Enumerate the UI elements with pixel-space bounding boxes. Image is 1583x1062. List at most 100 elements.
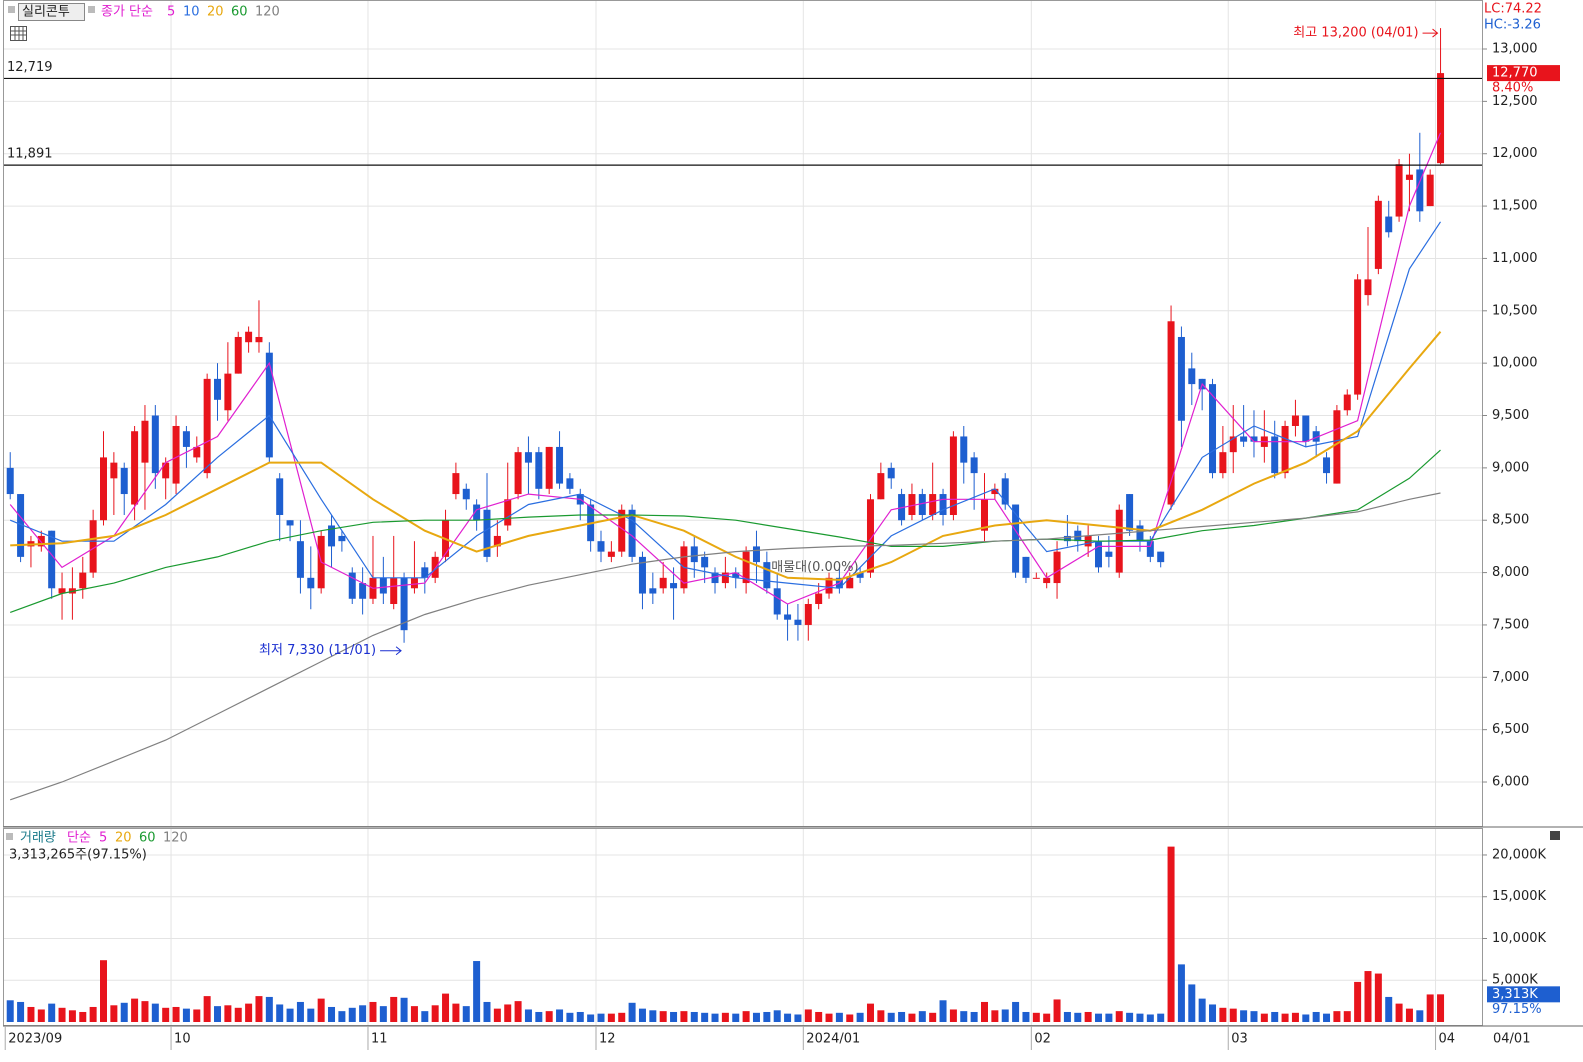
candle-body	[659, 577, 667, 589]
y-tick-label: 13,000	[1492, 42, 1538, 57]
y-tick-label: 11,000	[1492, 251, 1538, 266]
candle-body	[1354, 279, 1362, 395]
annotation: 매물대(0.00%)	[771, 560, 858, 575]
candle-body	[328, 525, 336, 547]
candle-body	[1053, 551, 1061, 584]
title: 실리콘투	[22, 5, 70, 20]
volume-bar	[1177, 964, 1185, 1022]
volume-bar	[949, 1009, 957, 1022]
volume-bar	[835, 1012, 843, 1022]
candle-body	[1364, 279, 1372, 296]
legend-entry: 20	[207, 5, 224, 20]
reference-label: 11,891	[7, 147, 53, 162]
volume-bar	[162, 1007, 170, 1022]
candle-body	[1105, 551, 1113, 557]
volume-bar	[328, 1006, 336, 1022]
volume-bar	[27, 1006, 35, 1022]
candle-body	[1323, 457, 1331, 474]
y-tick-label: 9,500	[1492, 408, 1529, 423]
candle-body	[566, 478, 574, 489]
volume-summary: 3,313,265주(97.15%)	[9, 848, 147, 863]
candle-body	[711, 572, 719, 584]
volume-bar	[286, 1008, 294, 1022]
volume-bar	[670, 1011, 678, 1022]
candle-body	[877, 473, 885, 500]
candle-body	[991, 488, 999, 495]
y-tick-label: 10,500	[1492, 303, 1538, 318]
volume-bar	[276, 1004, 284, 1022]
x-tick-label: 03	[1231, 1032, 1248, 1047]
hc: HC:-3.26	[1484, 18, 1541, 33]
candle-body	[1063, 535, 1071, 542]
candle-body	[89, 520, 97, 573]
volume-bar	[141, 1001, 149, 1022]
candle-body	[618, 509, 626, 552]
volume-bar	[234, 1007, 242, 1022]
candle-body	[690, 546, 698, 563]
candle-body	[452, 473, 460, 495]
candle-body	[1405, 174, 1413, 180]
candle-body	[784, 614, 792, 620]
volume-bar	[1374, 973, 1382, 1022]
legend-entry: 60	[231, 5, 248, 20]
volume-bar	[245, 1003, 253, 1022]
volume-bar	[784, 1013, 792, 1022]
volume-bar	[908, 1013, 916, 1022]
volume-bar	[390, 996, 398, 1022]
candle-body	[804, 604, 812, 625]
volume-bar	[1364, 971, 1372, 1022]
ma-line	[9, 221, 1442, 589]
candle-body	[732, 572, 740, 578]
volume-ma-label: 단순	[67, 831, 91, 846]
volume-bar	[1136, 1013, 1144, 1022]
candle-body	[431, 556, 439, 578]
candle-body	[1374, 200, 1382, 269]
volume-bar	[473, 961, 481, 1022]
volume-bar	[442, 993, 450, 1022]
candle-body	[338, 535, 346, 542]
candle-body	[1167, 321, 1175, 505]
candle-body	[462, 488, 470, 500]
volume-bar	[131, 998, 139, 1022]
ma-line	[10, 492, 1441, 801]
volume-bar	[732, 1013, 740, 1022]
volume-bar	[1240, 1010, 1248, 1022]
volume-bar	[618, 1012, 626, 1022]
candle-body	[929, 494, 937, 515]
candle-body	[980, 499, 988, 531]
candle-body	[58, 588, 66, 594]
volume-bar	[255, 996, 263, 1022]
cursor-date: 04/01	[1493, 1032, 1530, 1047]
candle-body	[110, 462, 118, 479]
candle-body	[120, 467, 128, 495]
volume-bar	[348, 1007, 356, 1022]
candle-body	[1146, 541, 1154, 557]
volume-bar	[1312, 1011, 1320, 1022]
candle-body	[307, 577, 315, 589]
volume-bar	[690, 1011, 698, 1022]
candle-body	[825, 577, 833, 594]
volume-bar	[556, 1009, 564, 1022]
volume-bar	[1395, 1003, 1403, 1022]
volume-bar	[1229, 1008, 1237, 1022]
change-label: 8.40%	[1492, 81, 1533, 96]
volume-bar	[6, 1000, 14, 1022]
volume-bar	[846, 1014, 854, 1022]
volume-bar	[369, 1001, 377, 1022]
legend-entry: 5	[99, 831, 107, 846]
candle-body	[908, 494, 916, 515]
candle-body	[182, 431, 190, 447]
candle-body	[607, 551, 615, 557]
candle-body	[224, 373, 232, 411]
candle-body	[1271, 436, 1279, 474]
candle-body	[970, 457, 978, 474]
candle-body	[535, 452, 543, 489]
volume-bar	[918, 1011, 926, 1022]
ma-line	[10, 331, 1442, 581]
candle-body	[856, 572, 864, 578]
annotation: 최저 7,330 (11/01)	[259, 643, 376, 658]
volume-bar	[607, 1013, 615, 1022]
legend-entry: 20	[115, 831, 132, 846]
y-tick-label: 12,500	[1492, 94, 1538, 109]
